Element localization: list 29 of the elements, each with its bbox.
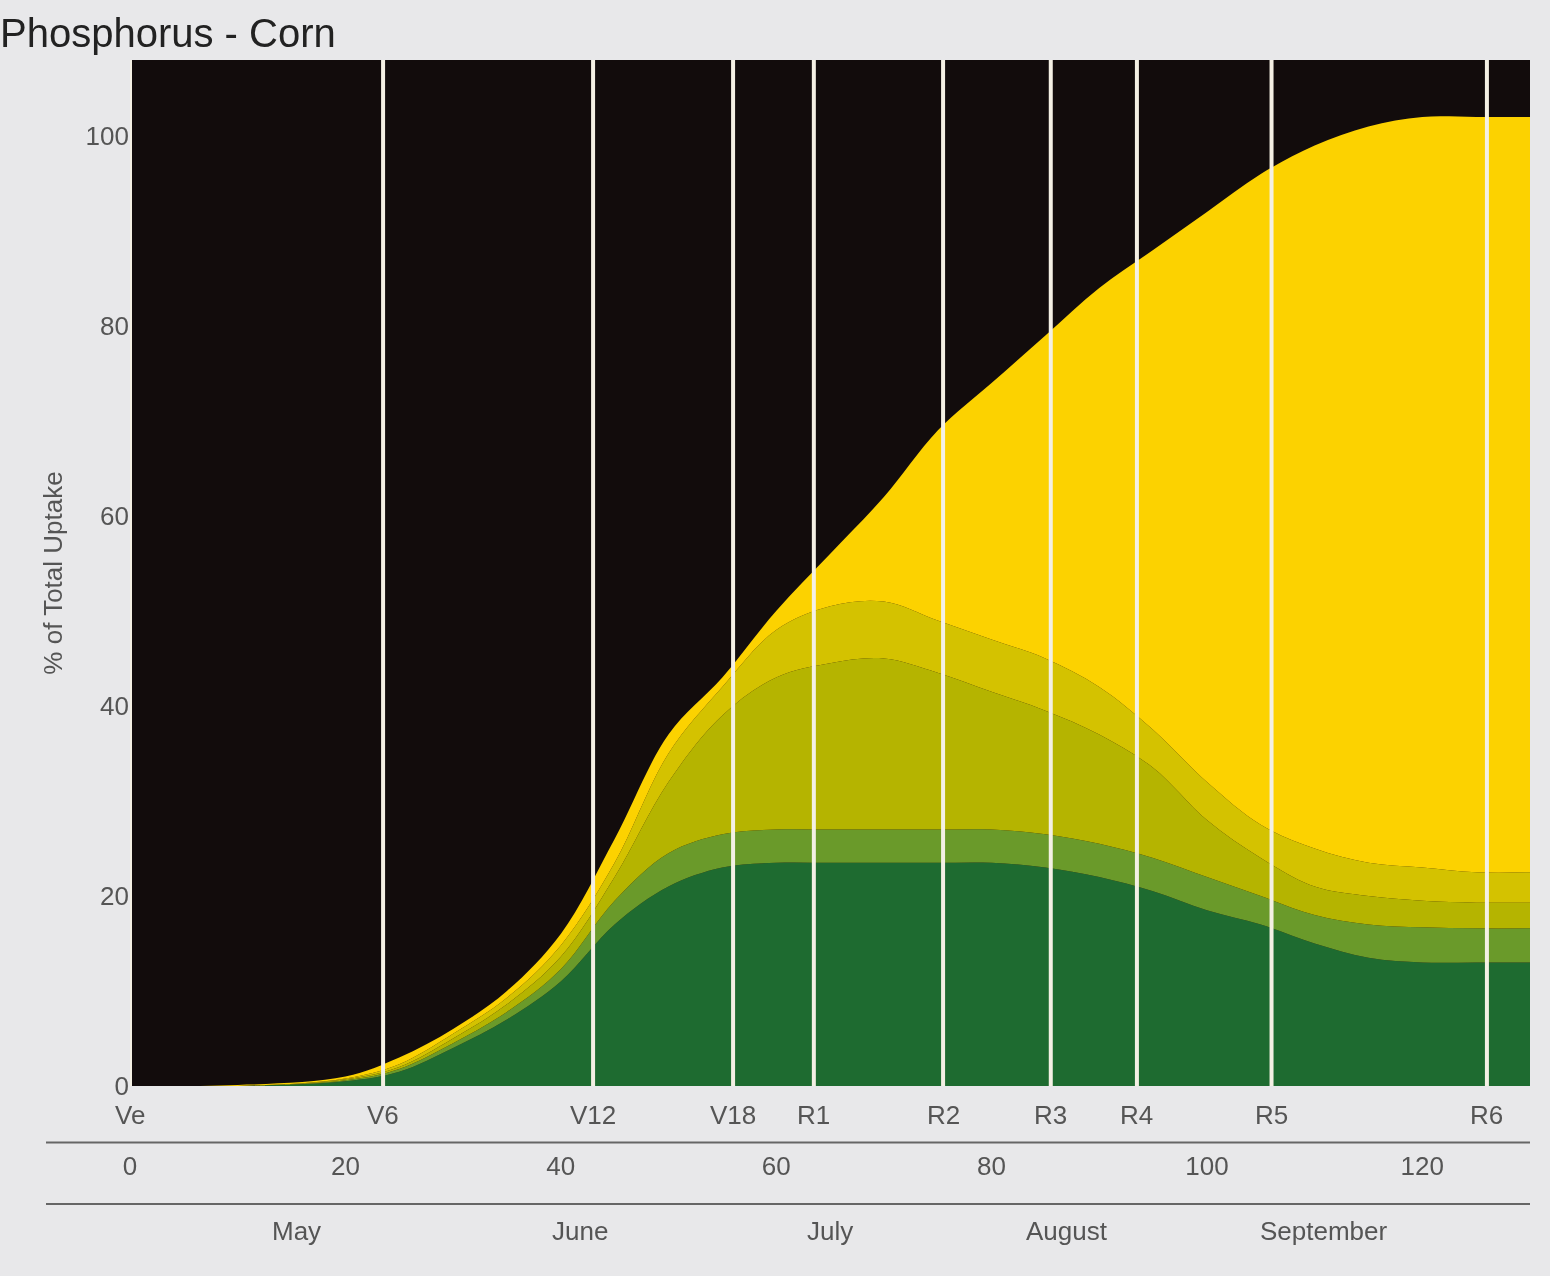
text: July [807, 1216, 854, 1246]
y-tick-label: 60 [100, 501, 129, 532]
x-tick-label: 120 [1400, 1151, 1445, 1181]
y-tick-label: 40 [100, 691, 129, 722]
text: June [552, 1216, 609, 1246]
x-tick-label: 40 [546, 1151, 576, 1181]
y-tick-label: 100 [85, 121, 129, 152]
x-tick-label: 80 [977, 1151, 1006, 1181]
chart-title: Phosphorus - Corn [0, 11, 336, 56]
text: May [272, 1216, 322, 1246]
ref-line-label: Ve [115, 1100, 146, 1130]
ref-line-label: R5 [1255, 1100, 1289, 1130]
ref-line-label: V12 [570, 1100, 617, 1130]
y-tick-label: 0 [114, 1071, 129, 1102]
y-axis-title: % of Total Uptake [38, 471, 69, 675]
text: September [1260, 1216, 1388, 1246]
x-tick-label: 20 [330, 1151, 360, 1181]
ref-line-label: R6 [1470, 1100, 1504, 1130]
y-tick-label: 20 [100, 881, 129, 912]
text: August [1026, 1216, 1108, 1246]
ref-line-label: V18 [710, 1100, 757, 1130]
y-tick-label: 80 [100, 311, 129, 342]
ref-line-label: R2 [927, 1100, 961, 1130]
x-tick-label: 100 [1185, 1151, 1229, 1181]
ref-line-label: R3 [1034, 1100, 1068, 1130]
x-tick-label: 60 [761, 1151, 791, 1181]
ref-line-label: R4 [1120, 1100, 1154, 1130]
ref-line-label: V6 [367, 1100, 399, 1130]
ref-line-label: R1 [797, 1100, 831, 1130]
